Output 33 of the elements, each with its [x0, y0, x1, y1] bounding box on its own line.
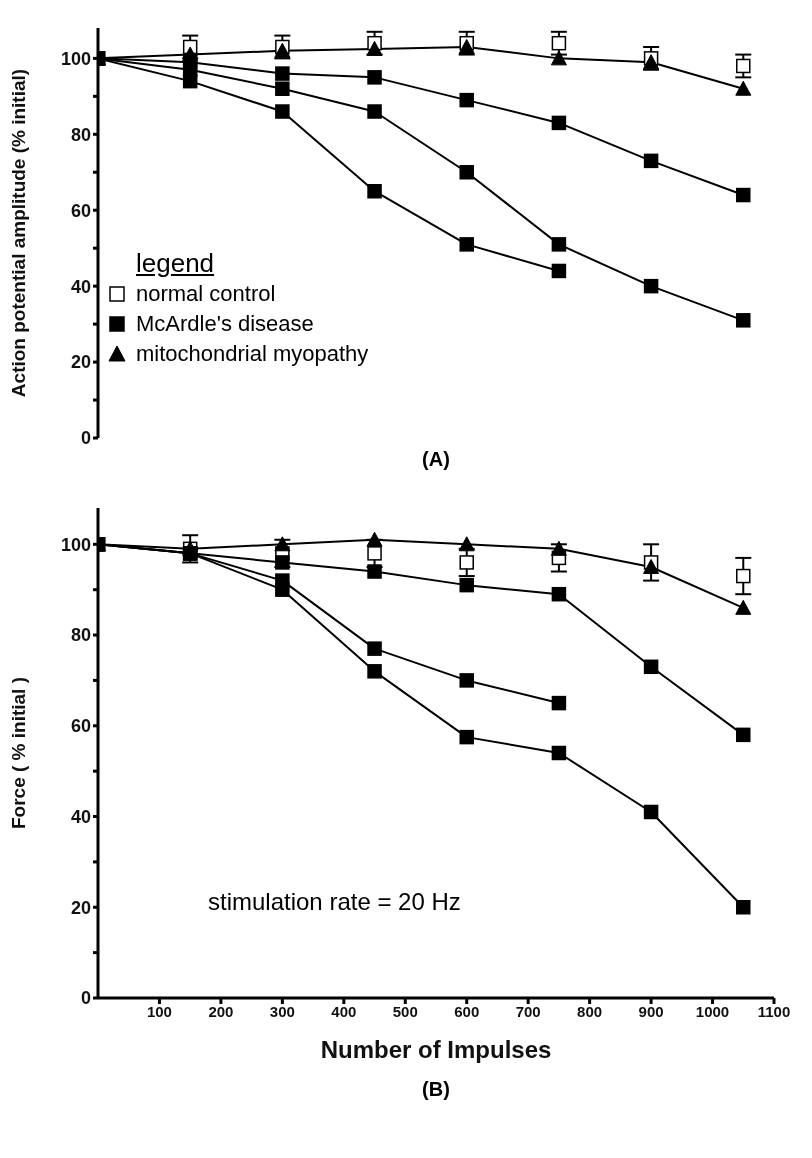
x-tick-label: 400	[331, 1002, 357, 1020]
y-tick-label: 40	[70, 806, 91, 827]
y-axis-title: Force ( % initial )	[7, 676, 29, 830]
legend-label: normal control	[136, 281, 276, 307]
x-tick-label: 200	[208, 1002, 234, 1020]
x-tick-label: 1100	[757, 1002, 791, 1020]
y-tick-label: 80	[70, 625, 91, 646]
y-axis-title: Action potential amplitude (% initial)	[7, 68, 29, 398]
legend-label: mitochondrial myopathy	[136, 341, 369, 367]
x-tick-label: 800	[577, 1002, 603, 1020]
x-tick-label: 600	[454, 1002, 480, 1020]
legend-label: McArdle's disease	[136, 311, 314, 337]
y-tick-label: 100	[60, 534, 91, 555]
x-tick-label: 1000	[695, 1002, 730, 1020]
y-tick-label: 0	[80, 988, 91, 1009]
legend-title: legend	[136, 248, 216, 279]
y-tick-label: 0	[80, 428, 91, 449]
x-axis-title: Number of Impulses	[320, 1036, 552, 1063]
y-tick-label: 60	[70, 200, 91, 221]
y-tick-label: 100	[60, 48, 91, 69]
x-tick-label: 100	[146, 1002, 172, 1020]
y-tick-label: 20	[70, 352, 91, 373]
x-tick-label: 700	[515, 1002, 541, 1020]
y-tick-label: 40	[70, 276, 91, 297]
x-tick-label: 500	[392, 1002, 418, 1020]
text: (B)	[421, 1078, 451, 1101]
x-tick-label: 900	[638, 1002, 664, 1020]
x-tick-label: 300	[269, 1002, 295, 1020]
annotation: stimulation rate = 20 Hz	[208, 888, 461, 916]
text: (A)	[421, 448, 451, 471]
y-tick-label: 60	[70, 716, 91, 737]
y-tick-label: 20	[70, 897, 91, 918]
y-tick-label: 80	[70, 124, 91, 145]
